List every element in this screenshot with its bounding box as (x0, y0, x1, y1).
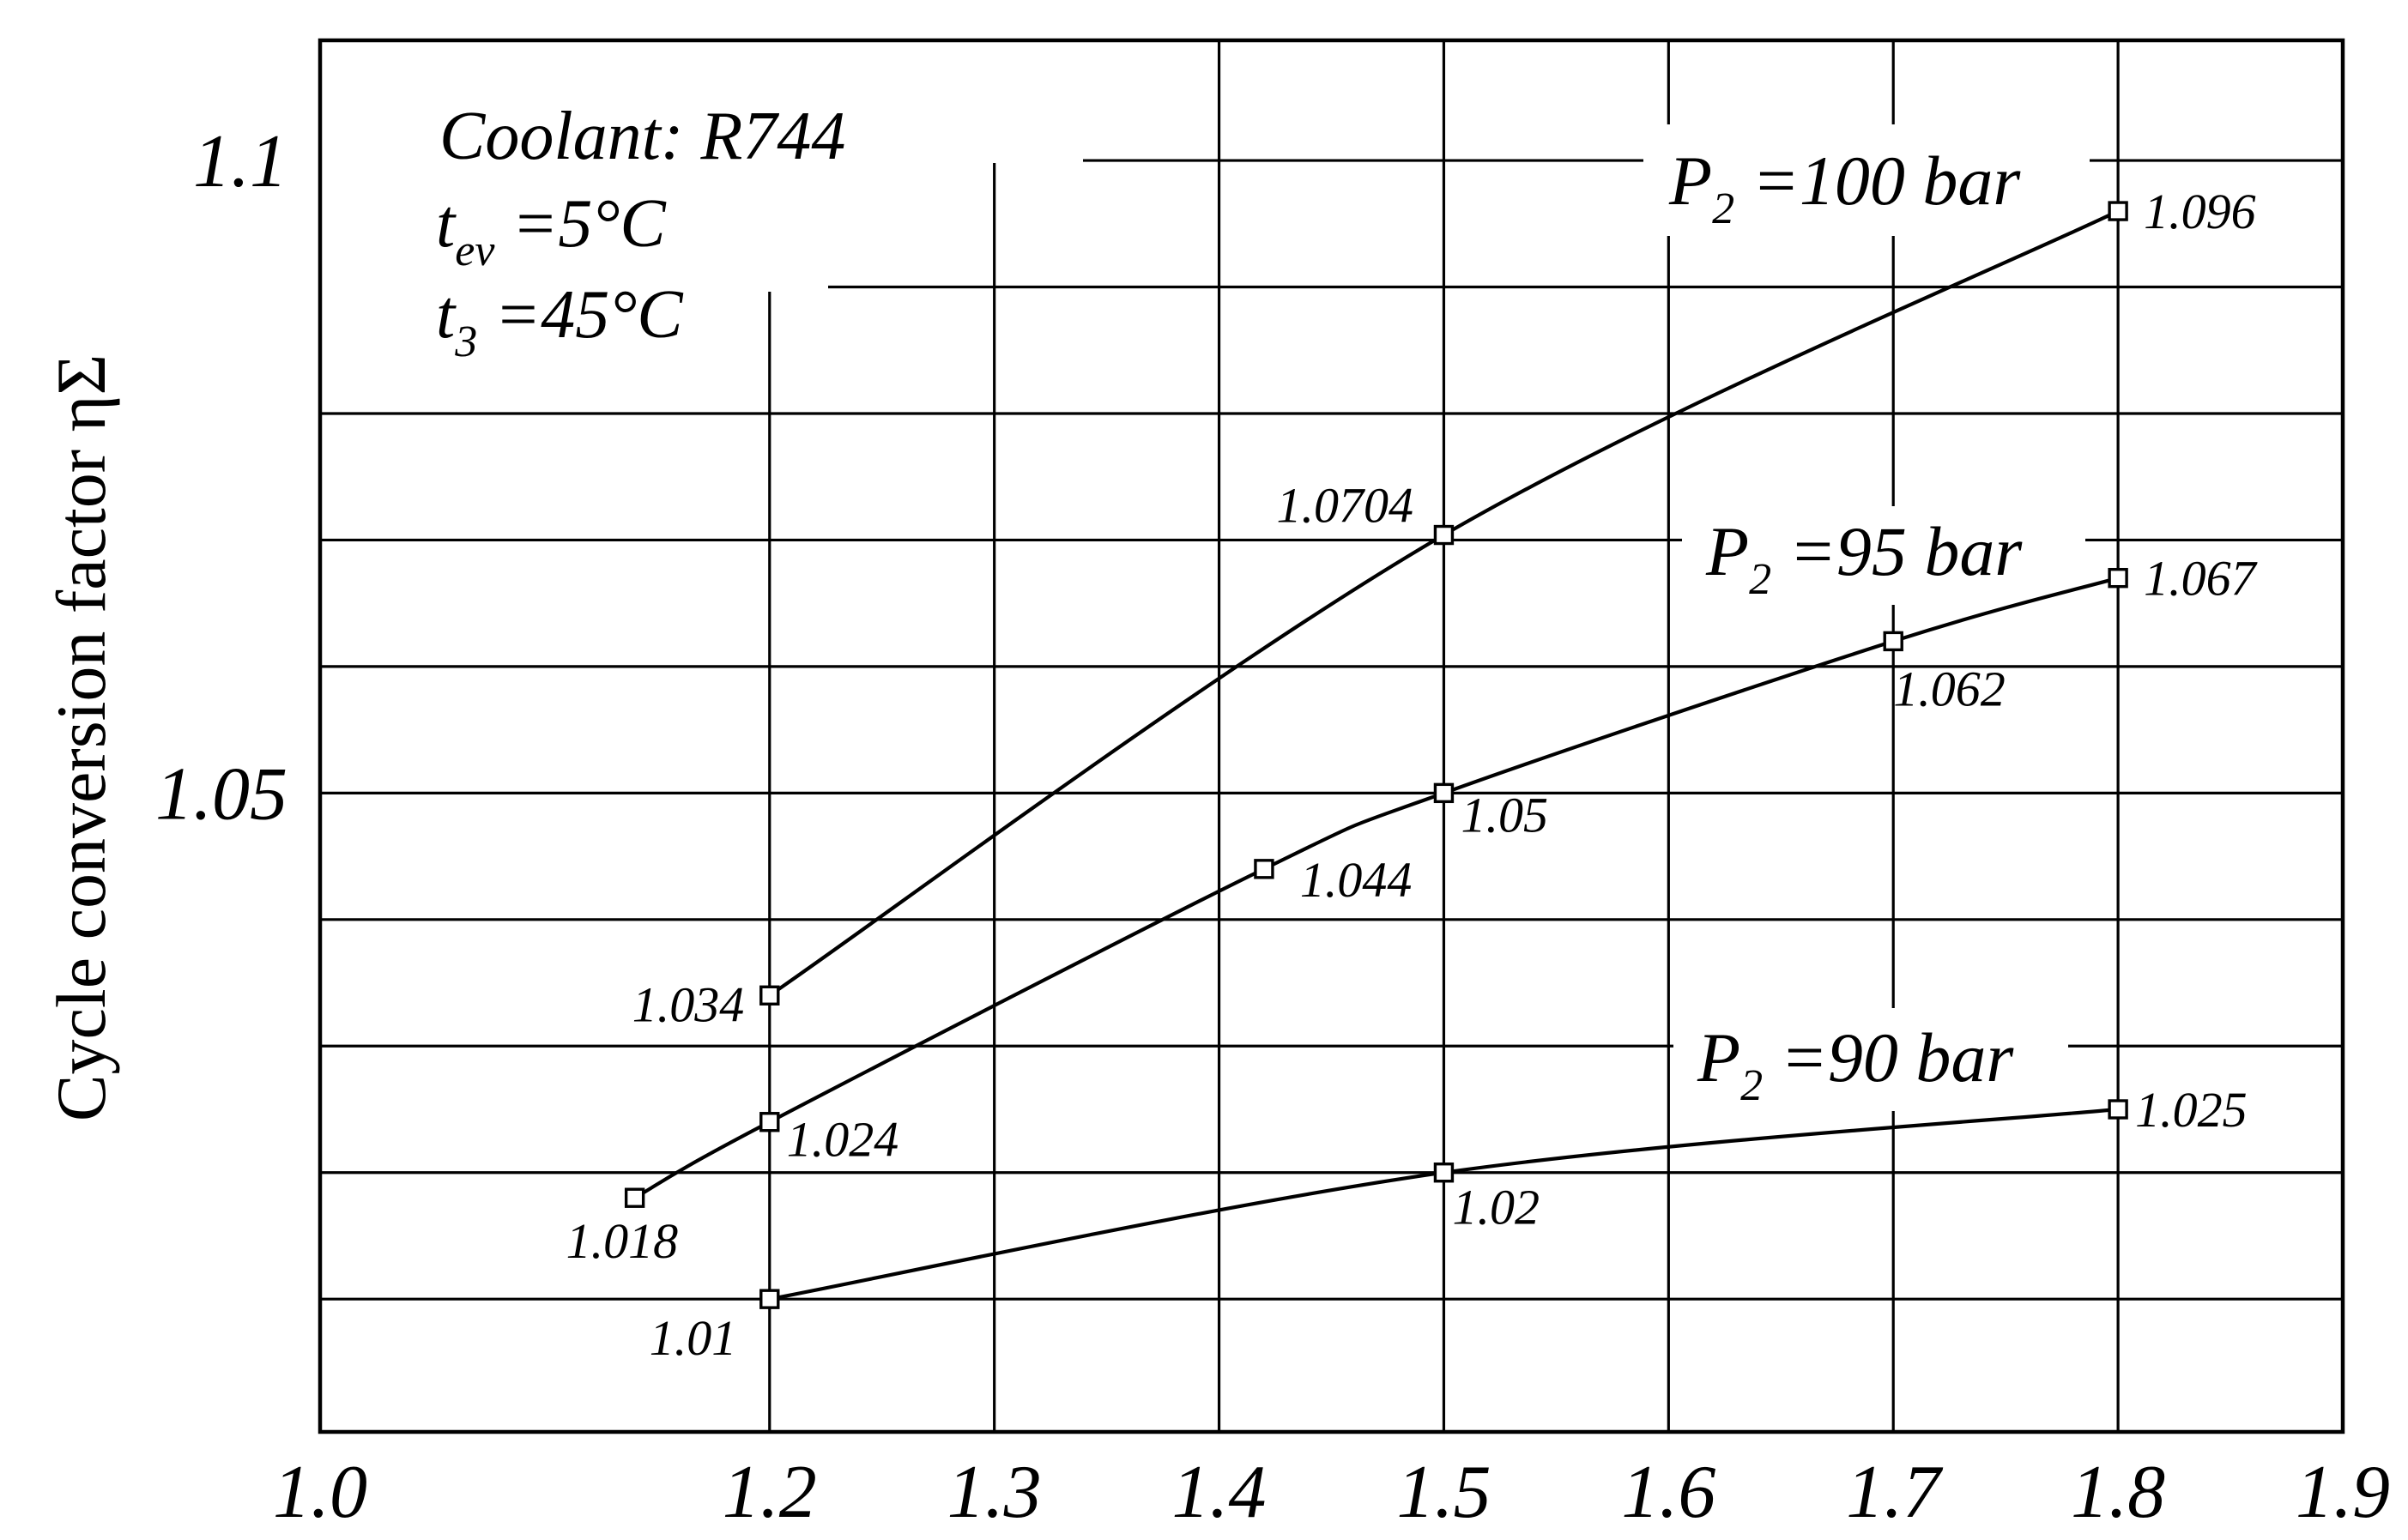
series-label-mask (1682, 506, 2085, 605)
data-point (2108, 567, 2128, 589)
series-labels: P2 =100 bar P2 =95 bar P2 =90 bar (1668, 142, 2023, 1110)
series-label: P2 =95 bar (1705, 512, 2023, 604)
data-label: 1.025 (2135, 1082, 2248, 1138)
y-axis-label: Cycle conversion factor ηΣ (42, 354, 120, 1121)
x-tick-label: 1.6 (1621, 1451, 1715, 1534)
data-label: 1.02 (1452, 1180, 1540, 1235)
data-point (1433, 782, 1455, 804)
x-tick-label: 1.7 (1846, 1451, 1944, 1534)
x-tick-label: 1.9 (2296, 1451, 2390, 1534)
data-label: 1.018 (566, 1213, 679, 1269)
data-point (759, 985, 780, 1006)
data-point (624, 1187, 645, 1208)
y-tick-label: 1.05 (155, 752, 287, 836)
data-label: 1.05 (1461, 787, 1548, 842)
x-tick-label: 1.5 (1396, 1451, 1491, 1534)
x-axis-ticks: 1.0 1.2 1.3 1.4 1.5 1.6 1.7 1.8 1.9 (273, 1451, 2390, 1534)
series-markers (624, 201, 2128, 1309)
data-point (1433, 1163, 1455, 1183)
annotation-mask (320, 40, 1083, 292)
data-point (759, 1289, 780, 1309)
series-label: P2 =100 bar (1668, 142, 2021, 233)
data-point (1433, 524, 1455, 546)
annotation-t3: t3 =45°C (436, 277, 684, 366)
conditions-annotation: Coolant: R744 tev =5°Ct3 =45°C (436, 99, 845, 366)
data-point (1254, 859, 1274, 879)
series-label-mask (1673, 1008, 2068, 1111)
data-point (2108, 1099, 2128, 1120)
x-tick-label: 1.2 (723, 1451, 817, 1534)
y-tick-label: 1.1 (193, 120, 287, 203)
data-label: 1.01 (650, 1310, 737, 1366)
plot-frame (318, 38, 2345, 1434)
data-label: 1.044 (1300, 852, 1413, 908)
data-label: 1.096 (2144, 184, 2256, 239)
data-labels: 1.034 1.0704 1.096 1.018 1.024 1.044 1.05 1.062… (566, 184, 2258, 1366)
data-label: 1.024 (787, 1112, 899, 1168)
y-axis-ticks: 1.05 1.1 (155, 120, 287, 836)
data-point (2108, 201, 2128, 221)
annotation-tev: tev =5°C (436, 186, 667, 275)
annotation-coolant: Coolant: R744 (439, 99, 845, 174)
data-point (759, 1112, 780, 1132)
x-tick-label: 1.0 (273, 1451, 367, 1534)
series-label: P2 =90 bar (1697, 1018, 2014, 1110)
x-tick-label: 1.3 (947, 1451, 1042, 1534)
data-label: 1.067 (2144, 551, 2258, 607)
data-label: 1.062 (1893, 661, 2006, 716)
label-masks (320, 40, 2090, 1111)
data-label: 1.0704 (1276, 478, 1413, 534)
series-label-mask (1643, 124, 2090, 236)
data-label: 1.034 (632, 976, 745, 1032)
x-tick-label: 1.4 (1172, 1451, 1267, 1534)
data-point (1883, 631, 1903, 652)
x-tick-label: 1.8 (2071, 1451, 2165, 1534)
